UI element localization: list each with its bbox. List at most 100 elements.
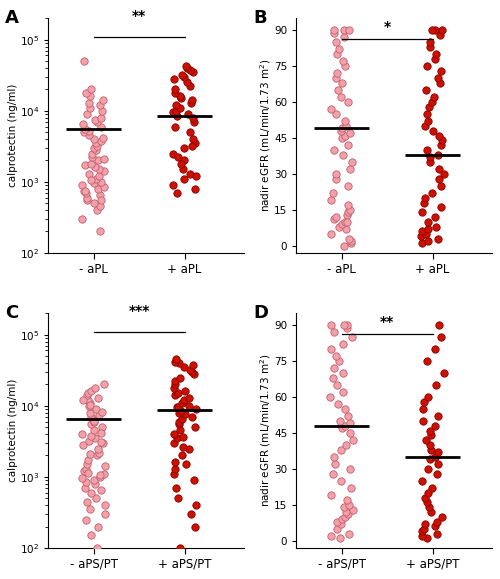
Point [170, 470, 178, 479]
Point [436, 31, 444, 40]
Point [330, 145, 338, 155]
Point [176, 159, 184, 168]
Point [87, 175, 95, 185]
Text: ***: *** [128, 304, 150, 318]
Point [90, 479, 98, 489]
Point [97, 177, 105, 186]
Point [191, 138, 199, 148]
Point [346, 164, 354, 174]
Point [349, 505, 357, 514]
Point [418, 232, 426, 241]
Point [340, 503, 348, 512]
Point [437, 67, 445, 76]
Point [438, 135, 446, 145]
Point [424, 503, 432, 512]
Point [434, 460, 442, 469]
Point [436, 321, 444, 330]
Point [86, 103, 94, 112]
Point [430, 93, 438, 102]
Point [422, 435, 430, 445]
Point [418, 207, 426, 217]
Point [86, 159, 94, 168]
Point [87, 85, 95, 94]
Point [96, 101, 104, 110]
Point [180, 395, 188, 405]
Point [338, 93, 345, 102]
Point [178, 70, 186, 79]
Point [96, 472, 104, 482]
Point [418, 227, 426, 236]
Point [100, 380, 108, 389]
Point [430, 421, 438, 430]
Point [181, 387, 189, 396]
Point [344, 510, 352, 519]
Point [430, 345, 438, 354]
Point [96, 190, 104, 200]
Point [180, 409, 188, 419]
Point [174, 389, 182, 398]
Point [92, 138, 100, 148]
Point [335, 45, 343, 54]
Point [92, 451, 100, 460]
Point [90, 179, 98, 188]
Point [95, 164, 103, 174]
Point [97, 437, 105, 446]
Point [177, 406, 185, 416]
Point [341, 405, 349, 414]
Text: **: ** [380, 314, 394, 329]
Point [426, 38, 434, 47]
Point [185, 401, 193, 411]
Point [332, 174, 340, 184]
Point [422, 86, 430, 95]
Point [84, 468, 92, 477]
Point [172, 101, 180, 110]
Text: C: C [6, 304, 18, 322]
Point [183, 63, 191, 72]
Point [170, 430, 178, 439]
Point [420, 198, 428, 207]
Point [78, 214, 86, 223]
Point [334, 50, 342, 59]
Point [332, 109, 340, 119]
Point [334, 86, 342, 95]
Point [90, 163, 98, 172]
Point [440, 169, 448, 178]
Point [437, 141, 445, 150]
Point [85, 98, 93, 107]
Point [432, 517, 440, 526]
Point [176, 543, 184, 552]
Point [328, 105, 336, 114]
Point [344, 207, 352, 217]
Point [89, 415, 97, 424]
Point [170, 74, 178, 83]
Point [180, 72, 188, 82]
Point [88, 153, 96, 162]
Point [178, 164, 186, 174]
Point [438, 512, 446, 522]
Point [175, 408, 183, 417]
Point [424, 236, 432, 245]
Point [424, 464, 432, 474]
Point [87, 431, 95, 440]
Point [330, 373, 338, 383]
Point [434, 412, 442, 421]
Point [90, 417, 98, 426]
Point [342, 122, 350, 131]
Point [78, 430, 86, 439]
Point [418, 239, 426, 248]
Point [336, 416, 344, 426]
Point [100, 510, 108, 519]
Point [342, 496, 350, 505]
Point [440, 369, 448, 378]
Point [426, 157, 434, 167]
Point [332, 74, 340, 83]
Point [342, 323, 350, 332]
Point [82, 193, 90, 202]
Point [81, 161, 89, 170]
Point [344, 200, 352, 210]
Point [102, 462, 110, 471]
Point [338, 124, 345, 133]
Point [434, 234, 442, 243]
Point [348, 333, 356, 342]
Point [347, 236, 355, 245]
